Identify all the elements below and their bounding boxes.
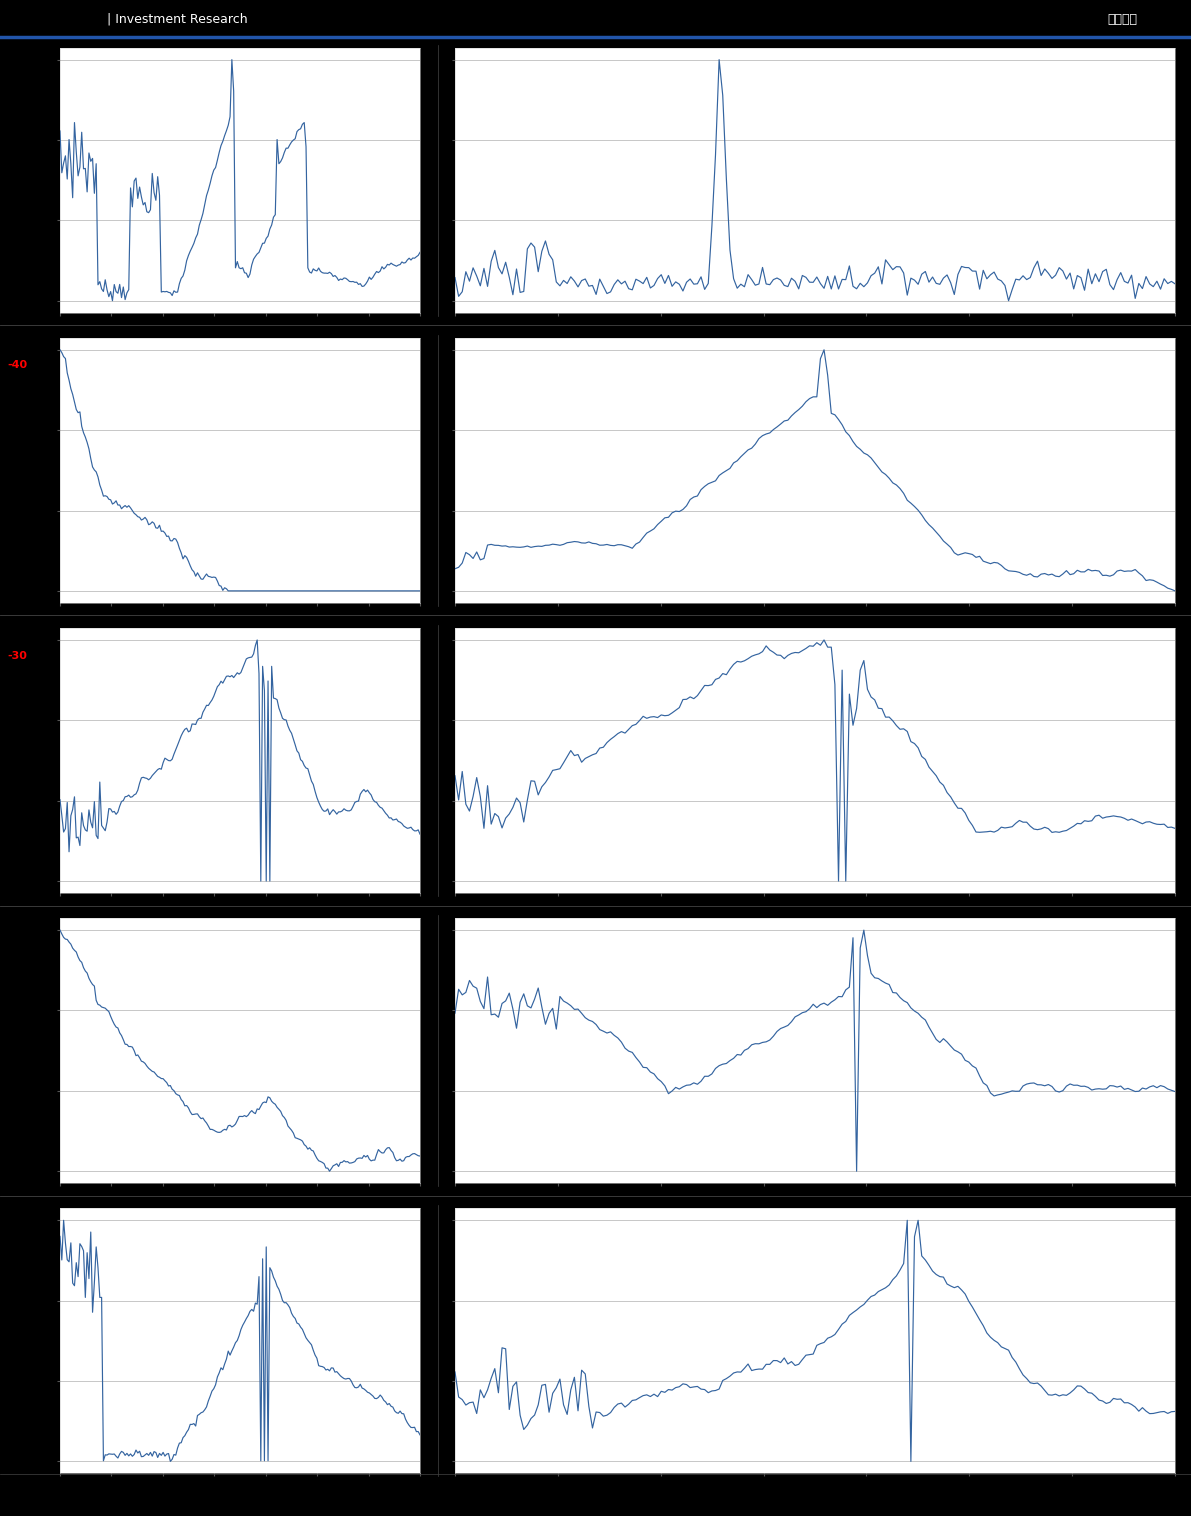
Text: | Investment Research: | Investment Research [107,12,248,26]
Text: 估値周报: 估値周报 [1108,12,1137,26]
Text: -30: -30 [7,650,27,661]
Text: -40: -40 [7,361,27,370]
